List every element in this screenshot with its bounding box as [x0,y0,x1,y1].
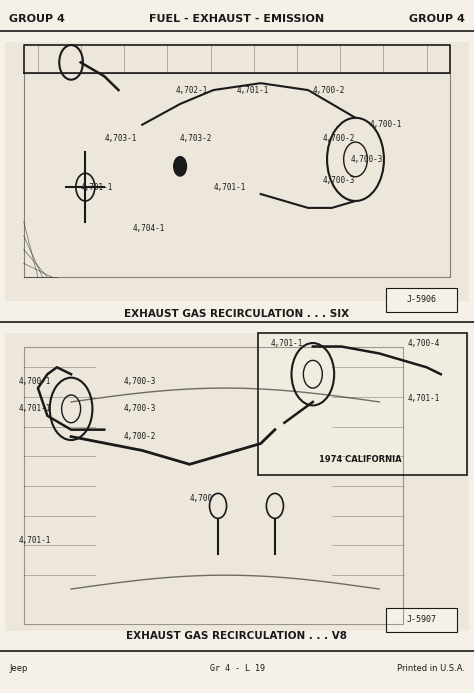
FancyBboxPatch shape [5,333,469,631]
Text: 4,700-2: 4,700-2 [313,86,345,94]
Text: 4,700-3: 4,700-3 [351,155,383,164]
Text: 4,702-1: 4,702-1 [175,86,208,94]
Text: 4,703-2: 4,703-2 [180,134,212,143]
FancyBboxPatch shape [386,608,457,632]
Circle shape [173,156,187,177]
Text: 4,700-1: 4,700-1 [370,121,402,129]
Text: 4,700-2: 4,700-2 [123,432,155,441]
Text: 4,700-3: 4,700-3 [123,377,155,385]
Text: 4,701-1: 4,701-1 [237,86,269,94]
Text: 4,700-3: 4,700-3 [322,176,355,184]
Text: Jeep: Jeep [9,665,28,673]
Text: EXHAUST GAS RECIRCULATION . . . SIX: EXHAUST GAS RECIRCULATION . . . SIX [125,309,349,319]
Text: 4,701-1: 4,701-1 [213,183,246,191]
Text: GROUP 4: GROUP 4 [409,15,465,24]
Text: 4,703-1: 4,703-1 [104,134,137,143]
Text: Printed in U.S.A.: Printed in U.S.A. [397,665,465,673]
Text: GROUP 4: GROUP 4 [9,15,65,24]
FancyBboxPatch shape [5,42,469,301]
Text: 4,701-1: 4,701-1 [408,394,440,403]
Text: J-5907: J-5907 [407,615,437,624]
Text: 4,701-1: 4,701-1 [19,536,51,545]
Text: EXHAUST GAS RECIRCULATION . . . V8: EXHAUST GAS RECIRCULATION . . . V8 [127,631,347,641]
Text: 4,700-2: 4,700-2 [322,134,355,143]
Text: 4,700-3: 4,700-3 [123,405,155,413]
Text: J-5906: J-5906 [407,295,437,304]
Text: 4,700-4: 4,700-4 [408,339,440,347]
Text: 1974 CALIFORNIA: 1974 CALIFORNIA [319,455,401,464]
FancyBboxPatch shape [258,333,467,475]
Text: Gr 4 - L 19: Gr 4 - L 19 [210,665,264,673]
Text: 4,701-1: 4,701-1 [19,405,51,413]
Text: 4,701-1: 4,701-1 [270,339,302,347]
Text: 4,704-1: 4,704-1 [133,225,165,233]
FancyBboxPatch shape [386,288,457,312]
Text: 4,700-1: 4,700-1 [19,377,51,385]
Text: 4,700: 4,700 [190,495,213,503]
Text: 4,701-1: 4,701-1 [81,183,113,191]
Text: FUEL - EXHAUST - EMISSION: FUEL - EXHAUST - EMISSION [149,15,325,24]
